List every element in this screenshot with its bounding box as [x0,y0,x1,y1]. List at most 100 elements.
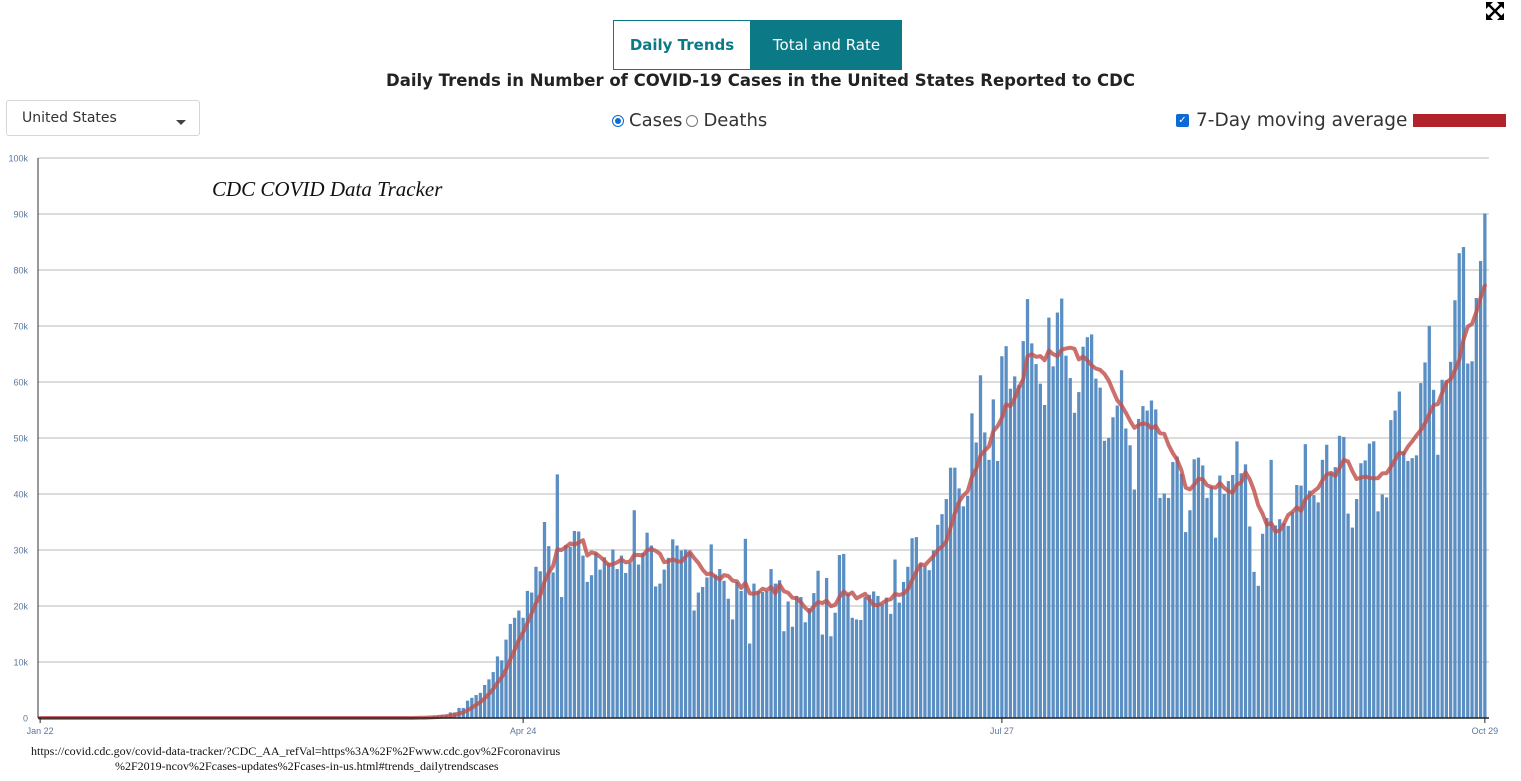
y-tick-label: 20k [13,602,28,612]
cases-bar [803,622,807,718]
cases-bar [1461,247,1466,719]
cases-bar [649,545,654,718]
tab-total-and-rate[interactable]: Total and Rate [751,20,902,70]
cases-bar [1419,383,1423,718]
cases-bar [585,581,589,718]
cases-bar [914,537,919,718]
cases-bar [931,550,936,718]
cases-bar [726,598,730,718]
cases-bar [1111,417,1115,718]
tab-daily-trends[interactable]: Daily Trends [613,20,751,70]
moving-average-checkbox[interactable]: ✓ [1176,114,1189,127]
cases-bar [1346,513,1350,718]
cases-bar [577,531,581,718]
moving-average-label[interactable]: 7-Day moving average [1196,110,1408,131]
cases-bar [927,570,931,718]
cases-bar [1329,472,1333,718]
deaths-radio[interactable] [686,114,699,127]
region-select[interactable]: United States [6,100,200,136]
cases-bar [936,524,940,718]
cases-bar [812,593,816,718]
source-url-line2: %2F2019-ncov%2Fcases-updates%2Fcases-in-… [115,759,499,773]
cases-bar [837,555,842,718]
moving-average-legend-swatch [1413,114,1507,127]
cases-bar [906,566,910,718]
chart-title: Daily Trends in Number of COVID-19 Cases… [386,71,1135,90]
cases-bar [1342,436,1346,718]
cases-bar [1128,445,1132,718]
cases-bar [970,413,974,718]
cases-bar [978,375,983,718]
y-axis-ticks: 0 10k 20k 30k 40k 50k 60k 70k 80k 90k 100k [8,154,39,724]
cases-bar [846,593,850,718]
cases-bar [859,620,863,718]
cases-bar [1290,511,1295,718]
cases-bar [1008,388,1013,718]
source-url-line1: https://covid.cdc.gov/covid-data-tracker… [31,744,561,758]
cases-bar [1359,463,1363,718]
cases-radio-label[interactable]: Cases [629,110,683,131]
cases-bar [581,555,585,718]
deaths-radio-label[interactable]: Deaths [703,110,768,131]
cases-bar [1021,341,1025,718]
cases-bar [705,577,709,718]
cases-bar [1055,312,1060,718]
cases-bar [1449,361,1453,718]
cases-bar [966,495,970,718]
cases-bars [414,213,1487,719]
cases-bar [478,692,483,718]
cases-bar [1188,510,1192,718]
cases-bar [495,656,500,718]
cases-bar [1205,497,1209,718]
x-axis: Jan 22 Apr 24 Jul 27 Oct 29 [27,717,1498,736]
cases-bar [1431,389,1436,718]
cases-bar [1299,485,1303,718]
cases-bar [1457,253,1461,718]
cases-bar [974,442,978,718]
cases-bar [500,660,504,718]
cases-bar [983,432,987,718]
cases-bar [508,623,512,718]
cases-bar [521,617,525,718]
cases-bar [876,595,880,718]
y-tick-label: 60k [13,378,28,388]
cases-bar [957,488,961,718]
cases-bar [863,597,867,718]
cases-bar [1478,261,1483,718]
cases-bar [1154,409,1158,718]
cases-bar [568,546,572,718]
cases-radio[interactable] [612,114,624,127]
cases-bar [752,583,756,718]
cases-bar [1372,441,1376,718]
cases-bar [645,532,649,718]
cases-bar [688,552,692,718]
cases-bar [692,610,696,718]
cases-bar [884,597,889,718]
cases-bar [1124,428,1128,718]
cases-bar [1004,346,1008,718]
cases-bar [987,459,991,718]
y-tick-label: 50k [13,434,28,444]
cases-bar [1273,525,1278,718]
cases-bar [1239,473,1243,718]
cases-bar [790,626,795,718]
gridlines [38,157,1489,719]
cases-bar [1286,525,1290,718]
cases-bar [534,566,538,718]
y-tick-label: 70k [13,322,28,332]
cases-bar [611,549,615,718]
cases-bar [589,575,594,718]
cases-bar [739,590,743,718]
cases-bar [1038,383,1042,718]
cases-bar [1243,464,1248,718]
cases-bar [1252,571,1256,718]
x-tick-label: Jan 22 [27,726,54,736]
y-tick-label: 90k [13,210,28,220]
expand-icon[interactable] [1484,0,1506,22]
cases-bar [1051,366,1055,718]
cases-bar [683,549,688,718]
cases-bar [559,597,564,718]
cases-bar [1278,519,1282,718]
cases-bar [769,569,773,718]
